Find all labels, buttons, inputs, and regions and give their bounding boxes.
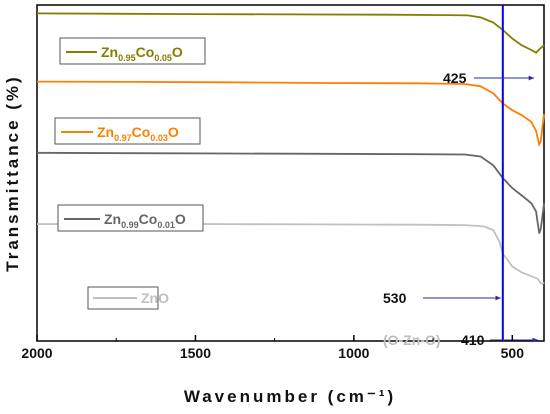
x-tick-marks: [36, 335, 514, 341]
x-tick-label: 1000: [338, 345, 369, 361]
x-tick-label: 1500: [180, 345, 211, 361]
legend-label-zno: ZnO: [141, 290, 169, 306]
legend-label-zn095co005o: Zn0.95Co0.05O: [101, 44, 183, 63]
y-axis-title: Transmittance (%): [3, 74, 22, 271]
x-tick-labels: 2000 1500 1000 500: [21, 345, 524, 361]
x-tick-label: 500: [501, 345, 525, 361]
legend-item-zn095co005o: Zn0.95Co0.05O: [59, 37, 206, 65]
annotation-label-o-zn-o: (O-Zn-O): [383, 332, 441, 348]
annotation-label-410: 410: [461, 332, 485, 348]
series-layer: [36, 5, 545, 341]
legend-label-zn099co001o: Zn0.99Co0.01O: [104, 211, 186, 230]
series-line-0: [36, 12, 545, 54]
annotation-label-425: 425: [443, 70, 467, 86]
legend-item-zno: ZnO: [87, 286, 169, 310]
series-line-3: [36, 222, 545, 285]
plot-frame: [36, 4, 545, 342]
x-axis-title: Wavenumber (cm⁻¹): [184, 387, 396, 406]
annotation-label-530: 530: [383, 290, 407, 306]
legend-item-zn097co003o: Zn0.97Co0.03O: [54, 117, 201, 145]
legend-label-zn097co003o: Zn0.97Co0.03O: [97, 124, 179, 143]
legend-item-zn099co001o: Zn0.99Co0.01O: [57, 204, 204, 232]
x-tick-label: 2000: [21, 345, 52, 361]
annotation-layer: 425 530 (O-Zn-O) 410: [383, 70, 538, 348]
